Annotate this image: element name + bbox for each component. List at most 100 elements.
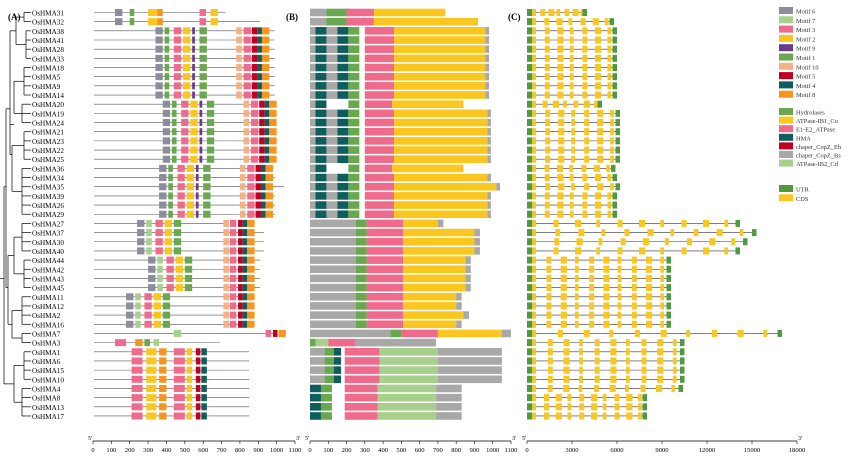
cds-box [556, 9, 561, 16]
axis-b-tick-label: 1100 [505, 447, 519, 454]
cds-box [610, 357, 617, 365]
motif-box [251, 91, 258, 99]
axis-b-five-prime: 5' [305, 436, 309, 442]
domain-box [437, 347, 502, 356]
cds-box [558, 128, 565, 136]
motif-box [186, 183, 194, 191]
domain-box [485, 45, 490, 53]
motif-box [247, 284, 255, 292]
domain-box [310, 36, 316, 44]
motif-box [159, 412, 167, 420]
axis-c-tick-label: 0 [525, 447, 529, 454]
motif-box [269, 137, 277, 145]
motif-box [259, 146, 265, 154]
motif-box [210, 9, 218, 16]
domain-box [394, 127, 488, 136]
motif-box [171, 155, 177, 163]
domain-box [326, 182, 338, 191]
domain-box [348, 27, 360, 35]
motif-box [177, 201, 185, 209]
motif-box [175, 265, 183, 273]
motif-box [195, 174, 199, 182]
domain-box [394, 192, 488, 200]
gene-label: OsHMA10 [32, 376, 64, 384]
utr-box [527, 412, 533, 420]
motif-box [153, 320, 161, 328]
utr-box [666, 311, 671, 319]
axis-a-tick-label: 600 [198, 447, 209, 454]
domain-box [310, 118, 316, 127]
motif-box [155, 64, 163, 72]
domain-box [366, 302, 404, 310]
gene-label: OsHMA6 [32, 358, 61, 366]
domain-box [348, 192, 360, 200]
domain-box [487, 201, 491, 209]
motif-box [238, 302, 243, 310]
domain-box [355, 256, 367, 264]
cds-box [545, 109, 551, 117]
domain-box [310, 219, 356, 228]
domain-box [348, 100, 360, 108]
motif-box [190, 119, 198, 127]
domain-box [355, 219, 367, 228]
motif-box [269, 146, 277, 154]
cds-box [578, 229, 585, 237]
cds-box [560, 302, 567, 310]
motif-box [153, 339, 160, 347]
motif-box [236, 64, 242, 72]
axis-a-five-prime: 5' [88, 436, 92, 442]
motif-box [159, 201, 167, 209]
legend-swatch [779, 16, 793, 24]
cds-box [579, 412, 585, 420]
motif-box [199, 36, 207, 44]
motif-box [164, 36, 170, 44]
cds-box [532, 293, 536, 301]
motif-box [229, 302, 237, 310]
motif-box [181, 155, 189, 163]
axis-a-tick-label: 200 [125, 447, 136, 454]
motif-box [199, 137, 203, 145]
motif-box [261, 64, 270, 72]
legend-label: CDS [796, 196, 809, 203]
domain-box [326, 137, 338, 145]
motif-box [159, 183, 167, 191]
cds-box [614, 394, 620, 402]
domain-box [326, 36, 338, 44]
cds-box [532, 64, 536, 72]
cds-box [594, 201, 602, 209]
cds-box [625, 339, 630, 347]
cds-box [609, 384, 616, 392]
domain-box [487, 192, 491, 200]
motif-box [247, 274, 255, 282]
motif-box [182, 45, 191, 53]
motif-box [243, 45, 251, 53]
cds-box [563, 357, 570, 365]
utr-box [752, 229, 757, 237]
legend-swatch [779, 25, 793, 33]
domain-box [364, 155, 395, 164]
motif-box [255, 192, 262, 200]
cds-box [664, 238, 669, 246]
domain-box [324, 366, 334, 374]
motif-box [177, 210, 185, 218]
cds-box [544, 412, 549, 420]
cds-box [552, 100, 559, 108]
domain-box [364, 91, 395, 99]
cds-box [724, 219, 729, 227]
cds-box [558, 146, 565, 154]
cds-box [607, 91, 612, 99]
cds-box [641, 339, 647, 347]
utr-box [666, 265, 671, 273]
legend-swatch [779, 142, 793, 150]
domain-box [333, 347, 342, 356]
motif-box [177, 164, 185, 172]
cds-box [579, 366, 583, 374]
motif-box [261, 45, 270, 53]
cds-box [594, 375, 600, 383]
domain-box [403, 292, 457, 301]
motif-box [257, 82, 262, 90]
cds-box [584, 137, 590, 145]
domain-box [310, 384, 321, 393]
motif-box [182, 36, 191, 44]
cds-box [731, 238, 736, 246]
